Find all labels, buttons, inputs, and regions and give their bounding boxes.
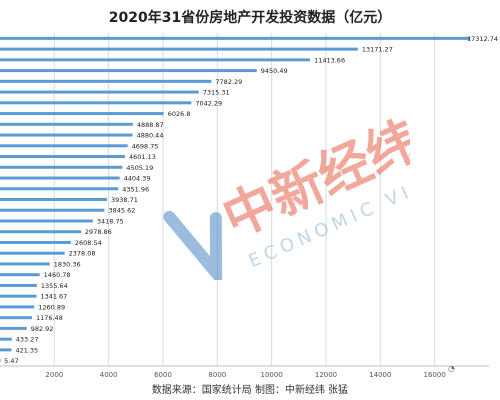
x-tick-label: 16000 bbox=[424, 371, 446, 379]
value-label-6: 7315.31 bbox=[203, 89, 230, 97]
value-label-30: 421.35 bbox=[15, 346, 38, 354]
bar-19 bbox=[0, 230, 81, 234]
bar-15 bbox=[0, 187, 119, 191]
bar-12 bbox=[0, 155, 125, 159]
value-label-5: 7782.29 bbox=[215, 78, 242, 86]
bar-6 bbox=[0, 90, 199, 94]
value-label-3: 11413.66 bbox=[314, 56, 345, 64]
bar-21 bbox=[0, 251, 65, 255]
bar-13 bbox=[0, 165, 123, 169]
value-label-11: 4698.75 bbox=[132, 142, 159, 150]
x-tick-label: 2000 bbox=[45, 371, 63, 379]
value-label-28: 982.92 bbox=[31, 325, 54, 333]
value-label-22: 1830.36 bbox=[54, 260, 81, 268]
bar-9 bbox=[0, 122, 133, 126]
value-label-18: 3418.75 bbox=[97, 217, 124, 225]
value-label-4: 9450.49 bbox=[261, 67, 288, 75]
value-label-16: 3938.71 bbox=[111, 196, 138, 204]
value-label-2: 13171.27 bbox=[362, 46, 393, 54]
x-axis: 2000 4000 6000 8000 10000 12000 14000 16000 bbox=[0, 365, 489, 379]
brand-watermark: 中新经纬 ECONOMIC VIEW bbox=[163, 110, 410, 280]
x-tick-label: 8000 bbox=[208, 371, 226, 379]
x-tick-label: 6000 bbox=[154, 371, 172, 379]
bar-28 bbox=[0, 326, 27, 330]
bars bbox=[0, 36, 471, 363]
source-note: 数据来源：国家统计局 制图：中新经纬 张猛 bbox=[151, 385, 349, 396]
value-label-31: 5.47 bbox=[4, 357, 18, 365]
value-label-25: 1341.67 bbox=[40, 293, 67, 301]
brand-logo-mark bbox=[163, 210, 223, 280]
bar-14 bbox=[0, 176, 120, 180]
bar-30 bbox=[0, 348, 12, 352]
x-tick-label: 14000 bbox=[369, 371, 391, 379]
value-label-17: 3845.62 bbox=[108, 207, 135, 215]
value-label-13: 4505.19 bbox=[126, 164, 153, 172]
bar-3 bbox=[0, 58, 311, 62]
value-label-26: 1260.89 bbox=[38, 303, 65, 311]
bar-7 bbox=[0, 101, 192, 105]
bar-16 bbox=[0, 198, 108, 201]
value-label-21: 2378.08 bbox=[69, 250, 96, 258]
bar-8 bbox=[0, 112, 164, 116]
bar-1 bbox=[0, 36, 471, 40]
bar-18 bbox=[0, 219, 93, 223]
value-label-29: 433.27 bbox=[16, 336, 39, 344]
value-label-9: 4888.87 bbox=[137, 121, 164, 129]
bar-4 bbox=[0, 69, 257, 73]
value-label-12: 4601.13 bbox=[129, 153, 156, 161]
bar-20 bbox=[0, 240, 71, 244]
value-label-23: 1460.78 bbox=[44, 271, 71, 279]
value-label-1: 17312.74 bbox=[467, 35, 498, 43]
chart-title: 2020年31省份房地产开发投资数据（亿元） bbox=[108, 10, 392, 26]
bar-5 bbox=[0, 79, 212, 83]
value-label-27: 1176.48 bbox=[36, 314, 63, 322]
bar-29 bbox=[0, 337, 12, 341]
bar-31 bbox=[0, 359, 1, 363]
bar-27 bbox=[0, 316, 32, 320]
x-tick-label: 12000 bbox=[315, 371, 337, 379]
x-tick-label: 10000 bbox=[261, 371, 283, 379]
wechat-badge-icon: ◔ bbox=[448, 364, 455, 373]
value-label-15: 4351.96 bbox=[122, 185, 149, 193]
bar-26 bbox=[0, 305, 35, 309]
bar-25 bbox=[0, 294, 37, 298]
bar-24 bbox=[0, 283, 37, 287]
value-label-19: 2978.86 bbox=[85, 228, 112, 236]
value-labels: 17312.74 13171.27 11413.66 9450.49 7782.29 73… bbox=[4, 35, 498, 365]
value-label-14: 4404.39 bbox=[124, 175, 151, 183]
bar-23 bbox=[0, 273, 40, 277]
bar-2 bbox=[0, 47, 358, 51]
x-tick-label: 4000 bbox=[100, 371, 118, 379]
value-label-10: 4880.44 bbox=[137, 132, 164, 140]
value-label-20: 2608.54 bbox=[75, 239, 102, 247]
value-label-24: 1355.64 bbox=[41, 282, 68, 290]
bar-22 bbox=[0, 262, 50, 266]
bar-11 bbox=[0, 144, 128, 148]
bar-10 bbox=[0, 133, 133, 137]
bar-17 bbox=[0, 208, 105, 212]
value-label-7: 7042.29 bbox=[195, 99, 222, 107]
value-label-8: 6026.8 bbox=[168, 110, 191, 118]
